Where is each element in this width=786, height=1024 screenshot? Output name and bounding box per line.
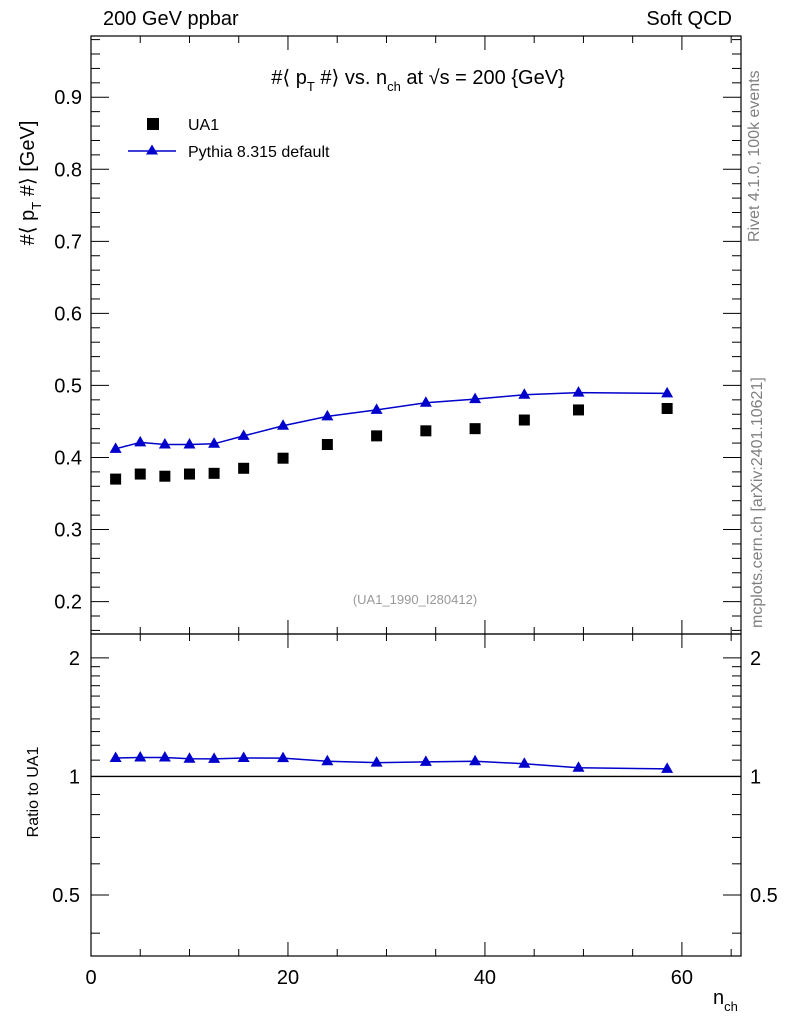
pythia-point	[469, 392, 482, 404]
ratio-panel-frame	[90, 633, 742, 957]
legend-ua1-label: UA1	[188, 117, 219, 134]
x-tick-label: 60	[671, 967, 693, 989]
ua1-point	[183, 468, 195, 480]
data-marks	[109, 386, 674, 773]
ua1-point	[321, 439, 333, 451]
ua1-point	[420, 425, 432, 437]
pythia-point	[518, 388, 531, 399]
pythia-point	[183, 438, 196, 449]
ratio-point	[183, 752, 196, 763]
ratio-line	[115, 756, 668, 770]
ua1-point	[518, 414, 530, 426]
ua1-point	[159, 470, 171, 482]
y-tick-label: 0.6	[54, 303, 82, 325]
ratio-point	[370, 756, 383, 767]
y-tick-label: 0.8	[54, 159, 82, 181]
ratio-point	[321, 754, 334, 766]
ratio-y-tick-label-right: 2	[750, 648, 761, 670]
ua1-point	[573, 404, 584, 416]
ratio-point	[419, 755, 432, 766]
y-tick-label: 0.9	[54, 87, 82, 109]
ratio-point	[158, 751, 171, 762]
ua1-point	[208, 467, 220, 479]
ratio-y-tick-label: 2	[69, 648, 80, 670]
pythia-point	[237, 429, 250, 440]
legend-pythia-label: Pythia 8.315 default	[188, 144, 330, 161]
x-axis-label: nch	[713, 987, 738, 1014]
legend-ua1-marker	[147, 118, 159, 130]
ratio-point	[572, 761, 585, 772]
y-tick-label: 0.3	[54, 520, 82, 542]
ratio-point	[469, 754, 482, 766]
ratio-point	[134, 751, 147, 762]
pythia-point	[661, 386, 674, 398]
header-left-label: 200 GeV ppbar	[103, 8, 239, 30]
pythia-point	[158, 438, 171, 449]
ratio-y-axis-label: Ratio to UA1	[25, 747, 42, 838]
ratio-y-tick-label-right: 1	[750, 766, 761, 788]
x-tick-label: 20	[277, 967, 299, 989]
y-tick-label: 0.5	[54, 375, 82, 397]
ua1-point	[134, 468, 146, 480]
ratio-y-tick-label: 0.5	[52, 885, 80, 907]
pythia-point	[572, 386, 585, 397]
ratio-point	[661, 762, 674, 773]
header-right-label: Soft QCD	[646, 8, 732, 30]
y-axis-label: #⟨ pT #⟩ [GeV]	[17, 121, 44, 246]
pythia-point	[208, 437, 221, 448]
y-tick-label: 0.7	[54, 231, 82, 253]
ratio-point	[277, 751, 290, 763]
chart-title: #⟨ pT #⟩ vs. nch at √s = 200 {GeV}	[271, 67, 565, 94]
pythia-point	[134, 435, 147, 447]
pythia-point	[109, 442, 122, 453]
ratio-y-tick-label: 1	[69, 766, 80, 788]
tick-labels: 0 20 40 60 0.2 0.3 0.4 0.5 0.6 0.7 0.8 0.9 0.5 0.5 1 1 2…	[52, 87, 778, 989]
legend-pythia-marker	[146, 144, 158, 155]
x-tick-label: 0	[85, 967, 96, 989]
ratio-point	[208, 752, 221, 763]
ua1-point	[110, 473, 122, 485]
x-tick-label: 40	[474, 967, 496, 989]
ua1-point	[277, 452, 289, 464]
ua1-point	[238, 462, 250, 474]
ratio-point	[109, 751, 122, 762]
pythia-point	[419, 396, 432, 407]
y-tick-label: 0.4	[54, 447, 82, 469]
pythia-line	[115, 391, 668, 450]
ua1-point	[661, 402, 673, 414]
ratio-point	[237, 751, 250, 762]
pythia-point	[370, 403, 383, 414]
ratio-y-tick-label-right: 0.5	[750, 885, 778, 907]
ua1-point	[371, 430, 383, 442]
ratio-point	[518, 757, 531, 768]
pythia-point	[321, 409, 334, 421]
tick-marks	[90, 36, 741, 956]
legend: UA1 Pythia 8.315 default	[128, 117, 330, 161]
pythia-point	[277, 419, 290, 430]
analysis-watermark: (UA1_1990_I280412)	[353, 592, 477, 607]
ua1-point	[469, 423, 481, 435]
y-tick-label: 0.2	[54, 592, 82, 614]
